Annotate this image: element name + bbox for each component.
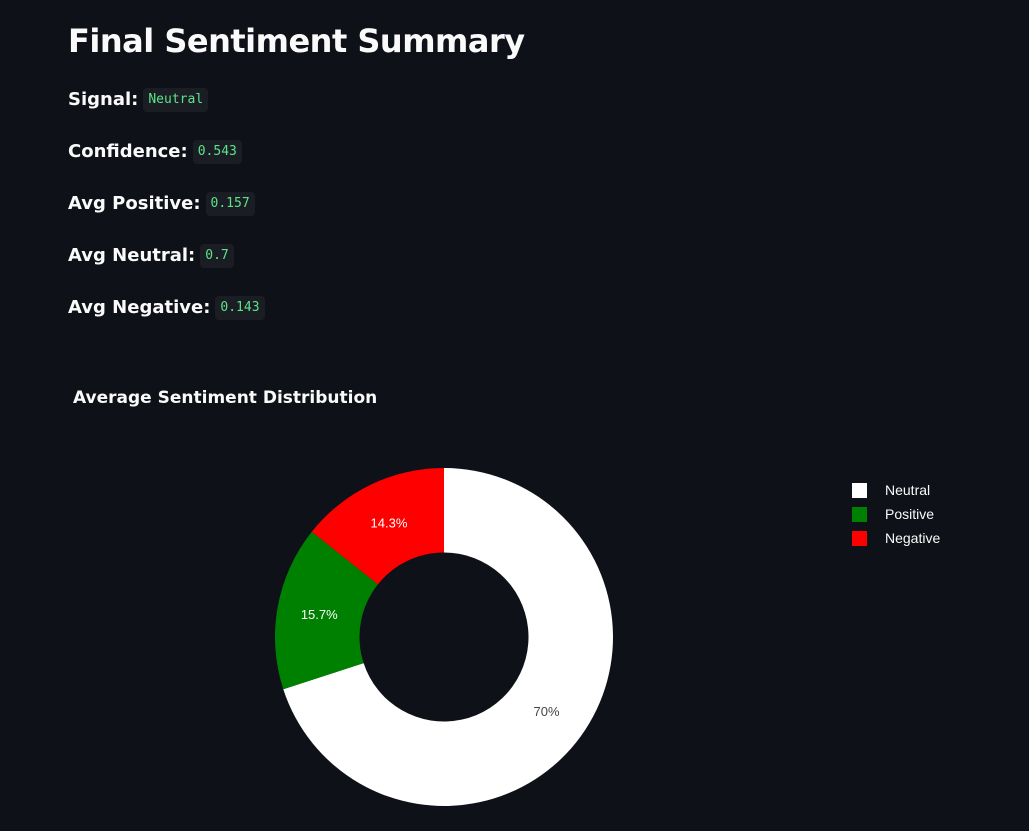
- slice-label-negative: 14.3%: [371, 515, 408, 530]
- metric-label: Avg Positive:: [68, 193, 201, 214]
- metric-confidence: Confidence: 0.543: [68, 138, 265, 190]
- chart-title: Average Sentiment Distribution: [73, 388, 378, 408]
- slice-label-positive: 15.7%: [301, 607, 338, 622]
- legend-label: Neutral: [885, 482, 931, 498]
- donut-slice-negative[interactable]: [311, 468, 444, 585]
- metric-value: 0.543: [192, 140, 242, 164]
- legend-item-neutral[interactable]: Neutral: [852, 478, 940, 502]
- metric-value: 0.157: [205, 192, 255, 216]
- metric-label: Confidence:: [68, 141, 188, 162]
- legend-item-positive[interactable]: Positive: [852, 502, 940, 526]
- legend-label: Positive: [885, 506, 935, 522]
- donut-slice-labels: 70% 15.7% 14.3%: [301, 515, 560, 719]
- metric-value: 0.7: [200, 244, 234, 268]
- slice-label-neutral: 70%: [534, 704, 560, 719]
- metric-value: 0.143: [215, 296, 265, 320]
- metric-label: Avg Neutral:: [68, 245, 196, 266]
- metrics-list: Signal: Neutral Confidence: 0.543 Avg Po…: [68, 86, 265, 346]
- metric-avg-neutral: Avg Neutral: 0.7: [68, 242, 265, 294]
- metric-avg-negative: Avg Negative: 0.143: [68, 294, 265, 346]
- page-title: Final Sentiment Summary: [68, 22, 525, 60]
- donut-slice-neutral[interactable]: [283, 468, 613, 806]
- metric-value: Neutral: [143, 88, 209, 112]
- legend-swatch: [852, 506, 867, 522]
- metric-label: Avg Negative:: [68, 297, 211, 318]
- metric-signal: Signal: Neutral: [68, 86, 265, 138]
- legend-swatch: [852, 530, 867, 546]
- donut-slice-positive[interactable]: [275, 531, 378, 690]
- legend-swatch: [852, 482, 867, 498]
- metric-avg-positive: Avg Positive: 0.157: [68, 190, 265, 242]
- legend-label: Negative: [885, 530, 941, 546]
- donut-slices: [275, 468, 613, 806]
- legend-item-negative[interactable]: Negative: [852, 526, 940, 550]
- chart-legend[interactable]: Neutral Positive Negative: [852, 478, 940, 550]
- metric-label: Signal:: [68, 89, 139, 110]
